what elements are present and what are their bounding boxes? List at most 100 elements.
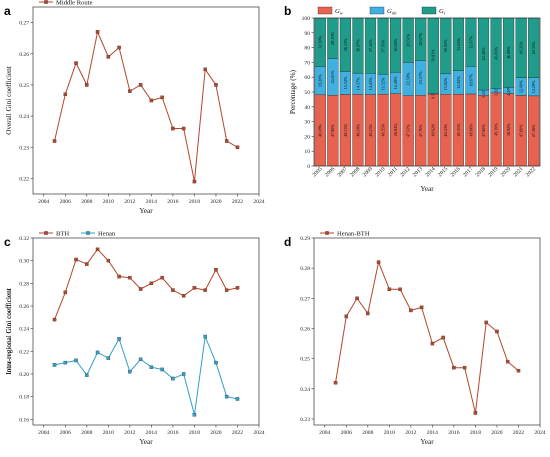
x-tick-label: 2016 <box>167 430 178 436</box>
y-tick-label: 0.18 <box>19 395 29 401</box>
x-tick-label: 2010 <box>374 166 386 178</box>
segment-value-label: 13.52% <box>380 77 385 90</box>
segment-value-label: 49.39% <box>493 122 498 135</box>
y-axis-title: Intra-regional Gini coefficient <box>5 288 13 374</box>
segment-value-label: 22.50% <box>406 72 411 85</box>
legend-marker <box>44 231 48 235</box>
data-point <box>138 357 143 362</box>
segment-value-label: 14.37% <box>355 77 360 90</box>
x-tick-label: 2012 <box>124 199 135 205</box>
data-point <box>224 139 229 143</box>
data-point <box>128 275 132 280</box>
legend-label: Gw <box>335 8 344 16</box>
segment-value-label: 48.66% <box>468 123 473 136</box>
legend-label: Gnb <box>387 8 397 16</box>
data-point <box>171 126 175 131</box>
x-axis-title: Year <box>139 438 153 446</box>
data-point <box>452 365 456 370</box>
plot-frame <box>313 237 541 426</box>
x-tick-label: 2004 <box>319 430 330 436</box>
legend-swatch <box>317 6 333 15</box>
segment-value-label: 35.63% <box>456 37 461 50</box>
segment-value-label: 47.66% <box>519 124 524 137</box>
segment-value-label: 28.10% <box>330 31 335 44</box>
x-tick-label: 2018 <box>189 199 200 205</box>
legend-swatch <box>369 6 385 15</box>
segment-value-label: 48.55% <box>380 123 385 136</box>
data-point <box>85 373 89 377</box>
x-tick-label: 2004 <box>38 199 49 205</box>
y-tick-label: 0.27 <box>19 21 29 27</box>
segment-value-label: 12.29% <box>531 80 536 93</box>
segment-value-label: 28.67% <box>418 32 423 45</box>
data-point <box>495 329 499 334</box>
y-tick-label: 50 <box>304 90 310 96</box>
x-axis-title: Year <box>139 207 153 215</box>
x-tick-label: 2007 <box>337 166 349 178</box>
data-point <box>181 372 186 376</box>
data-point <box>138 287 143 291</box>
y-tick-label: 0.28 <box>300 266 310 272</box>
legend-label: Henan <box>98 230 116 237</box>
data-point <box>398 287 402 292</box>
x-tick-label: 2022 <box>232 199 243 205</box>
data-point <box>462 365 467 370</box>
x-tick-label: 2008 <box>81 430 92 436</box>
x-tick-label: 2021 <box>512 166 524 178</box>
segment-value-label: 47.80% <box>481 124 486 137</box>
data-point <box>344 314 349 319</box>
x-tick-label: 2006 <box>341 430 352 436</box>
y-tick-label: 10 <box>304 149 310 155</box>
y-tick-label: 0.22 <box>19 176 29 182</box>
x-tick-label: 2024 <box>253 430 264 436</box>
segment-value-label: 48.43% <box>443 123 448 136</box>
segment-value-label: 37.93% <box>380 39 385 52</box>
y-tick-label: 0.29 <box>300 236 310 242</box>
data-point <box>214 83 218 87</box>
segment-value-label: 14.43% <box>368 77 373 90</box>
data-point <box>117 45 121 50</box>
legend-subscript: nb <box>392 11 397 16</box>
panel-letter-d: d <box>284 235 291 249</box>
data-point <box>171 376 175 381</box>
segment-value-label: 19.20% <box>318 74 323 87</box>
data-point <box>52 317 57 322</box>
data-point <box>181 294 186 298</box>
series-line-henan-bth <box>335 260 519 414</box>
data-point <box>203 288 207 292</box>
y-tick-label: 0.26 <box>19 304 29 310</box>
segment-value-label: 23.57% <box>418 71 423 84</box>
x-tick-label: 2015 <box>437 166 449 178</box>
segment-value-label: 44.36% <box>481 47 486 60</box>
segment-value-label: 12.00% <box>519 80 524 93</box>
data-point <box>203 334 207 339</box>
y-tick-label: 0 <box>307 164 310 170</box>
data-point <box>106 356 111 360</box>
segment-value-label: 14.49% <box>393 76 398 89</box>
data-point <box>74 61 78 65</box>
segment-value-label: 48.92% <box>506 123 511 136</box>
series-line-henan <box>54 334 238 415</box>
plot-frame <box>32 237 260 426</box>
line-panel-d: 2004 2006 2008 2010 2012 2014 2016 2018 2020 2022… <box>5 230 546 446</box>
x-tick-label: 2012 <box>124 430 135 436</box>
plot-frame <box>32 6 260 195</box>
x-tick-label: 2008 <box>349 166 361 178</box>
x-tick-label: 2005 <box>312 166 324 178</box>
y-tick-label: 0.26 <box>19 52 29 58</box>
data-point <box>149 98 154 103</box>
x-axis-title: Year <box>420 438 434 446</box>
segment-value-label: 18.67% <box>468 73 473 86</box>
legend-marker <box>325 231 329 235</box>
y-tick-label: 60 <box>304 75 310 81</box>
data-point <box>171 288 175 292</box>
x-tick-label: 2024 <box>534 430 545 436</box>
data-point <box>138 83 143 87</box>
y-tick-label: 20 <box>304 134 310 140</box>
legend-subscript: t <box>444 11 446 16</box>
segment-value-label: 36.13% <box>343 38 348 51</box>
y-tick-label: 0.26 <box>300 326 310 332</box>
x-tick-label: 2018 <box>470 430 481 436</box>
segment-value-label: 15.52% <box>343 76 348 89</box>
x-tick-label: 2018 <box>189 430 200 436</box>
